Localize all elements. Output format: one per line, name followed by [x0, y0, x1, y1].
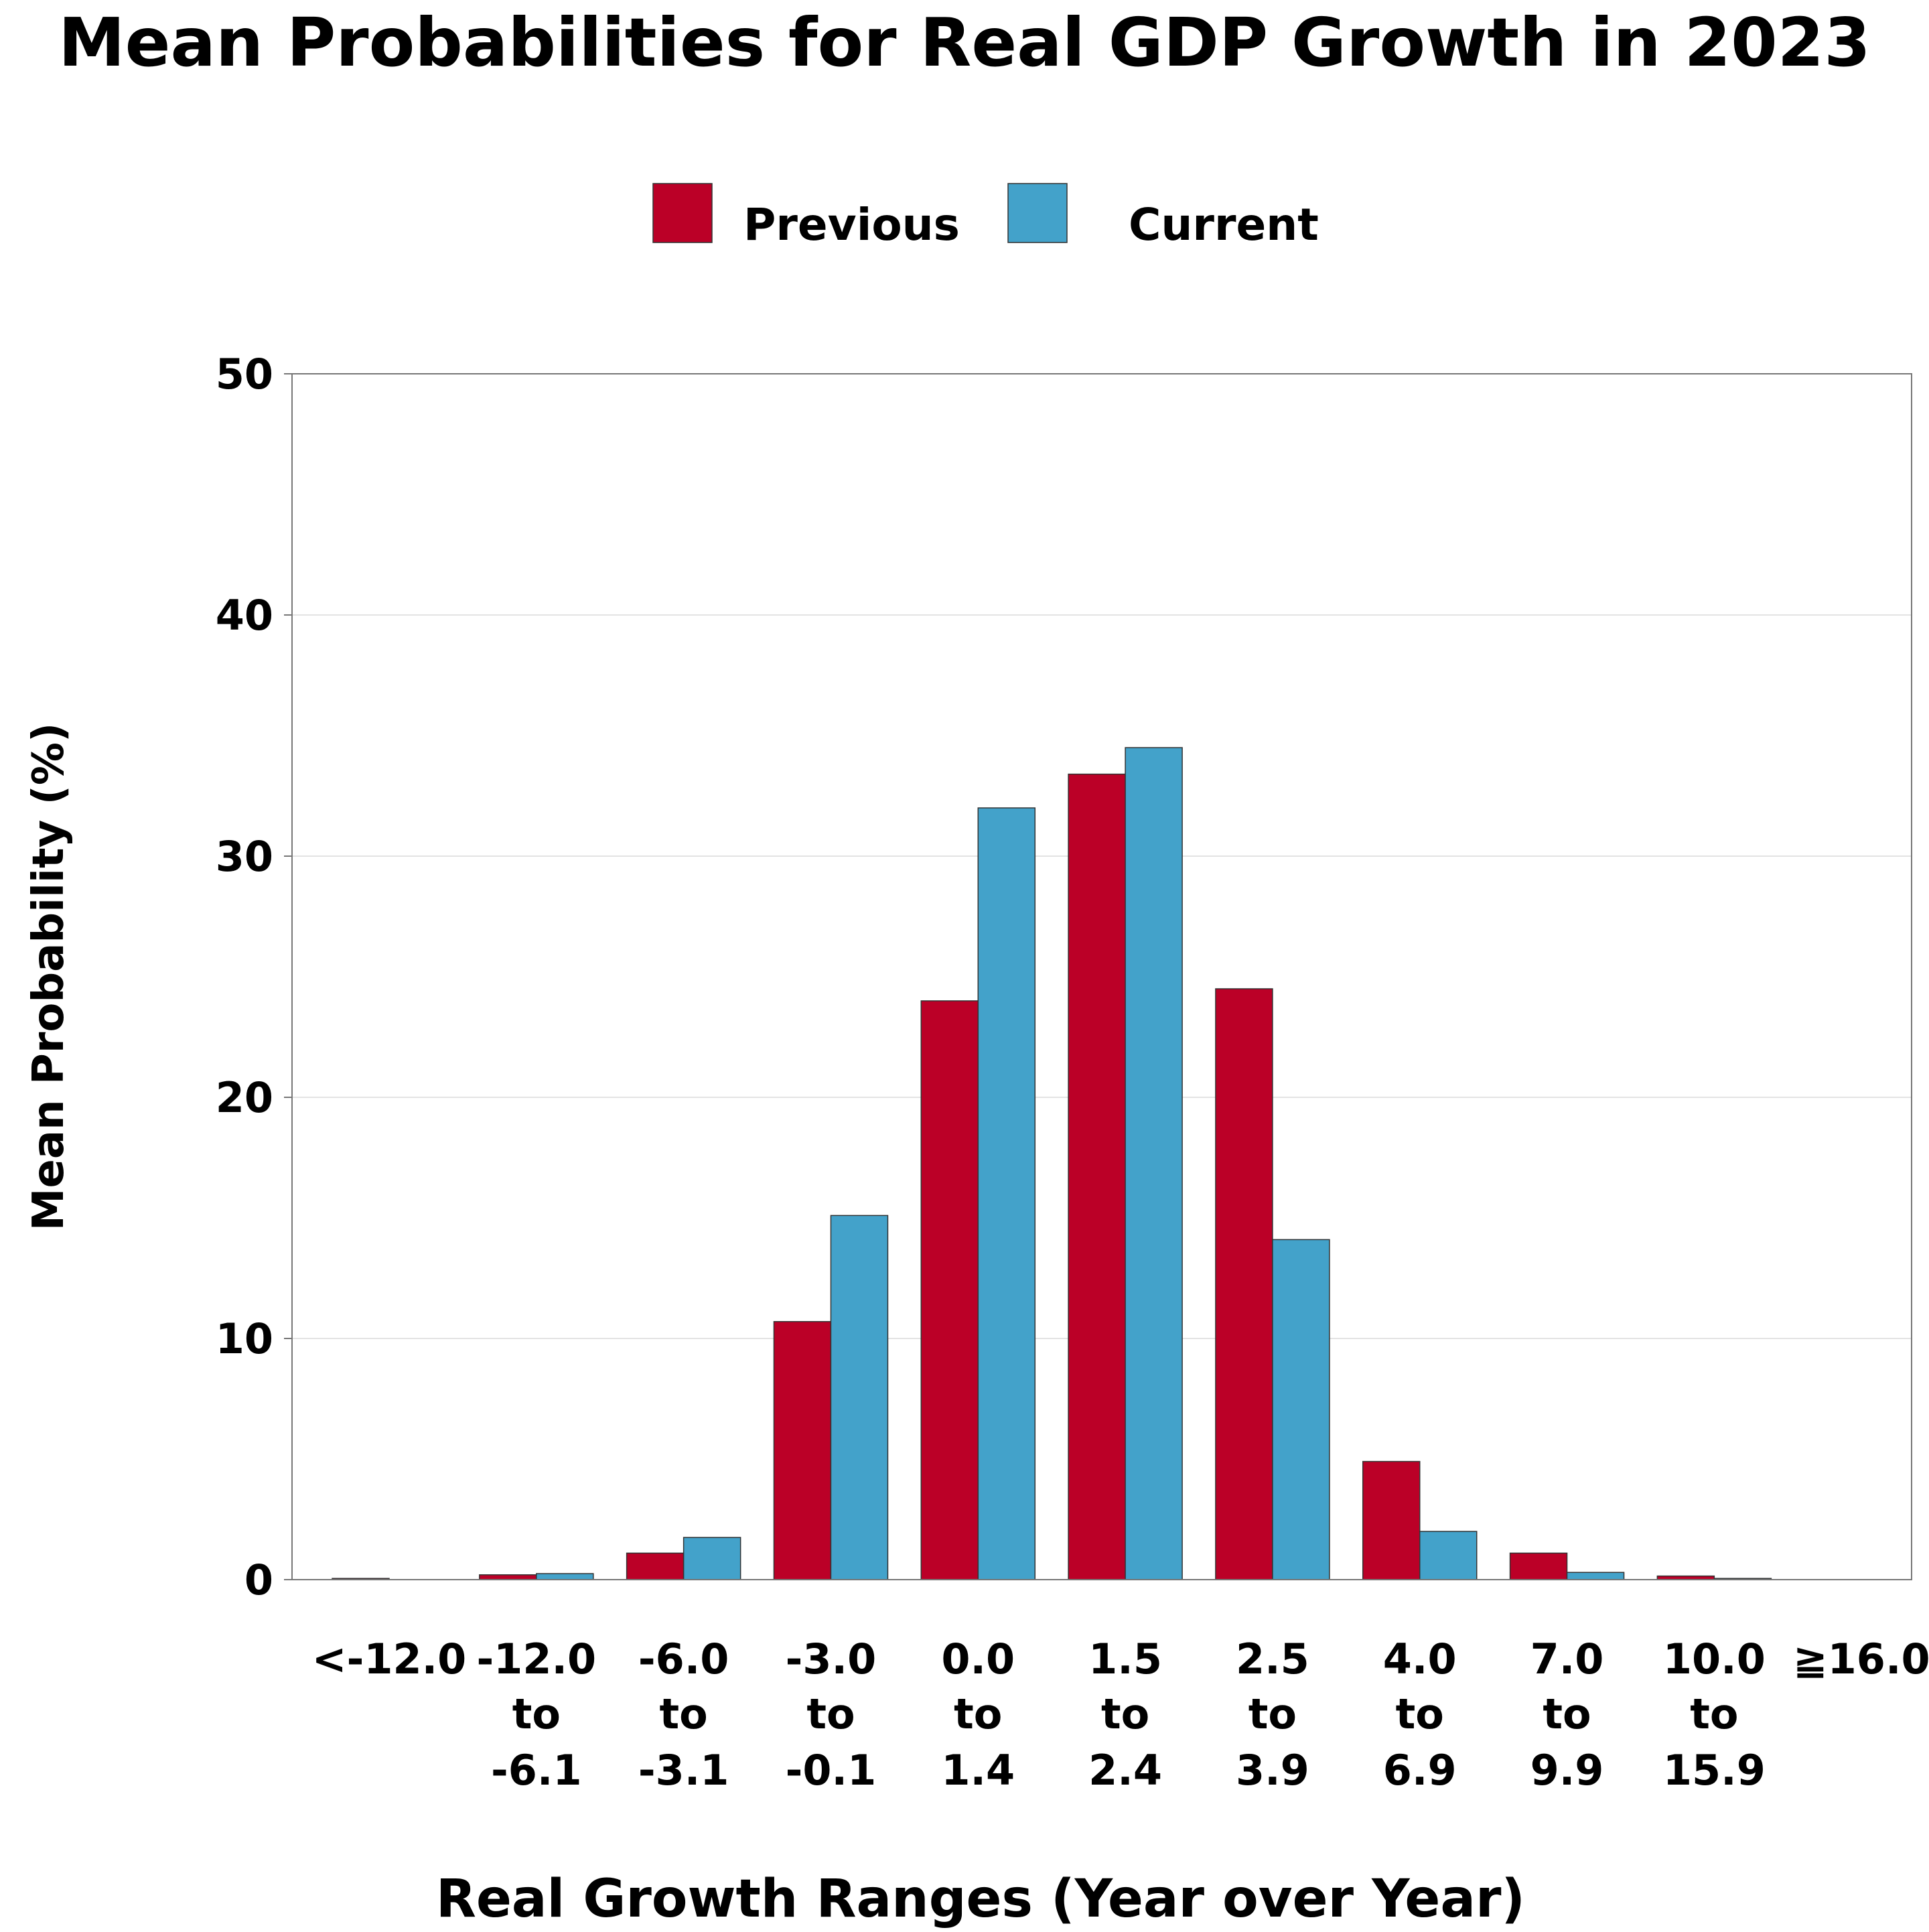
bar-previous [1215, 988, 1273, 1580]
bar-current [1125, 747, 1183, 1580]
bar-current [830, 1215, 889, 1580]
bar-current [536, 1573, 594, 1580]
x-tick-label: 4.0 [1383, 1635, 1457, 1683]
bar-current [1272, 1239, 1330, 1580]
x-axis-label: Real Growth Ranges (Year over Year) [436, 1869, 1525, 1929]
x-tick-label: 9.9 [1530, 1746, 1604, 1795]
x-tick-label: to [660, 1689, 708, 1738]
y-tick-label: 50 [216, 350, 273, 399]
bar-previous [1068, 773, 1126, 1580]
x-tick-label: to [1248, 1689, 1297, 1738]
x-tick-label: -6.1 [491, 1746, 582, 1795]
bar-previous [1509, 1552, 1568, 1580]
plot-area-frame [291, 373, 1912, 1580]
x-tick-label: 6.9 [1383, 1746, 1457, 1795]
bar-previous [920, 1000, 979, 1580]
legend-swatch-current [1007, 183, 1068, 243]
x-tick-label: to [1690, 1689, 1738, 1738]
bar-current [1566, 1572, 1625, 1580]
x-axis: <-12.0 -12.0 to -6.1 -6.0 to -3.1 -3.0 to -0.1 0.0… [312, 1635, 1929, 1795]
y-axis: 0 10 20 30 40 50 [216, 350, 292, 1604]
x-tick-label: to [806, 1689, 855, 1738]
x-tick-label: -0.1 [786, 1746, 877, 1795]
y-tick-label: 30 [216, 832, 273, 881]
legend-swatch-previous [652, 183, 713, 243]
x-tick-label: ≧16.0 [1793, 1635, 1929, 1683]
bar-previous [626, 1552, 685, 1580]
bar-current [977, 807, 1036, 1580]
y-tick-label: 0 [244, 1556, 273, 1604]
x-tick-label: 7.0 [1530, 1635, 1604, 1683]
legend-label-current: Current [1129, 199, 1319, 251]
x-tick-label: 0.0 [941, 1635, 1015, 1683]
x-tick-label: to [954, 1689, 1002, 1738]
x-tick-label: 10.0 [1663, 1635, 1766, 1683]
x-tick-label: 1.4 [941, 1746, 1015, 1795]
x-tick-label: to [1396, 1689, 1444, 1738]
bar-current [683, 1537, 741, 1580]
x-tick-label: 2.4 [1088, 1746, 1162, 1795]
y-tick-label: 20 [216, 1073, 273, 1122]
x-tick-label: to [512, 1689, 561, 1738]
x-tick-label: 1.5 [1088, 1635, 1162, 1683]
bars [332, 747, 1772, 1580]
x-tick-label: to [1101, 1689, 1149, 1738]
x-tick-label: -3.0 [786, 1635, 877, 1683]
y-tick-label: 10 [216, 1314, 273, 1363]
bar-current [1419, 1531, 1478, 1580]
x-tick-label: <-12.0 [312, 1635, 467, 1683]
legend-label-previous: Previous [743, 199, 960, 251]
x-tick-label: -12.0 [476, 1635, 596, 1683]
x-tick-label: -6.0 [638, 1635, 729, 1683]
chart-title: Mean Probabilities for Real GDP Growth i… [58, 3, 1871, 82]
y-tick-label: 40 [216, 591, 273, 640]
x-tick-label: -3.1 [638, 1746, 729, 1795]
x-tick-label: 15.9 [1663, 1746, 1766, 1795]
y-axis-label: Mean Probability (%) [24, 723, 74, 1231]
legend: Previous Current [652, 183, 1319, 251]
x-tick-label: 2.5 [1236, 1635, 1309, 1683]
bar-previous [1362, 1460, 1421, 1580]
x-tick-label: 3.9 [1236, 1746, 1309, 1795]
x-tick-label: to [1543, 1689, 1591, 1738]
bar-previous [773, 1321, 832, 1580]
bar-previous [479, 1574, 537, 1580]
